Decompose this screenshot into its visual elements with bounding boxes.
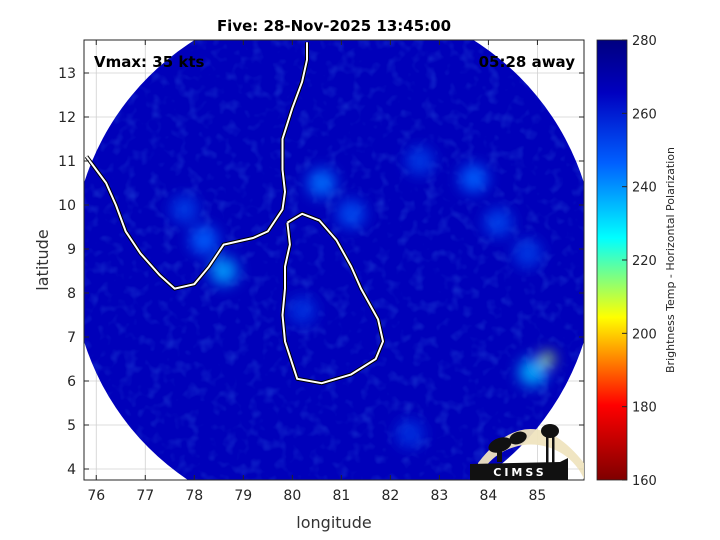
y-tick-label: 9 (67, 242, 76, 258)
coastline-layer (84, 42, 385, 386)
y-tick-label: 5 (67, 418, 76, 434)
x-tick-label: 78 (185, 488, 203, 504)
feature-cell (170, 195, 199, 224)
time-away-annotation: 05:28 away (479, 53, 576, 71)
y-axis-label: latitude (33, 229, 52, 290)
x-axis-label: longitude (296, 513, 371, 532)
colorbar-tick-label: 200 (632, 327, 657, 342)
x-tick-label: 81 (332, 488, 350, 504)
y-tick-label: 13 (58, 66, 76, 82)
feature-cell (518, 358, 547, 387)
feature-cell (288, 296, 317, 325)
feature-cell (337, 199, 366, 228)
satellite-dish-icon (488, 437, 512, 453)
colorbar-tick-label: 220 (632, 254, 657, 269)
y-tick-label: 11 (58, 154, 76, 170)
colorbar-tick-label: 260 (632, 107, 657, 122)
x-tick-label: 76 (87, 488, 105, 504)
logo-tower-leg-left (546, 437, 549, 464)
chart-title: Five: 28-Nov-2025 13:45:00 (217, 17, 451, 35)
coastline-sri-lanka (281, 212, 384, 385)
y-tick-label: 8 (67, 286, 76, 302)
feature-cell (484, 208, 513, 237)
logo-ground (470, 458, 568, 480)
feature-cell (459, 164, 488, 193)
x-tick-label: 84 (479, 488, 497, 504)
logo-tower-leg-right (552, 437, 555, 464)
y-axis-ticks: 4 5 6 7 8 9 10 11 12 13 (58, 66, 584, 478)
coastline-india (85, 42, 308, 290)
x-tick-label: 77 (136, 488, 154, 504)
colorbar-tick-label: 180 (632, 401, 657, 416)
y-tick-label: 12 (58, 110, 76, 126)
y-tick-label: 6 (67, 374, 76, 390)
x-tick-label: 83 (430, 488, 448, 504)
logo-text: CIMSS (493, 466, 546, 479)
colorbar-label: Brightness Temp - Horizontal Polarizatio… (664, 147, 677, 373)
cimss-logo: CIMSS (470, 424, 584, 480)
colorbar-tick-label: 160 (632, 474, 657, 489)
feature-cell (513, 239, 542, 268)
feature-cell (540, 352, 555, 366)
x-tick-label: 80 (283, 488, 301, 504)
x-tick-label: 85 (529, 488, 547, 504)
y-tick-label: 7 (67, 330, 76, 346)
feature-cell (307, 169, 336, 197)
small-dish-icon (509, 431, 527, 445)
feature-cell (395, 419, 424, 448)
logo-dish-post (497, 448, 502, 462)
swath-layer (84, 40, 584, 480)
y-tick-label: 4 (67, 462, 76, 478)
feature-cell (209, 257, 238, 285)
colorbar-tick-label: 280 (632, 34, 657, 49)
x-tick-label: 82 (381, 488, 399, 504)
colorbar-ticks: 160 180 200 220 240 260 280 (622, 34, 657, 489)
water-tower-icon (541, 424, 559, 438)
y-tick-label: 10 (58, 198, 76, 214)
x-tick-label: 79 (234, 488, 252, 504)
feature-cell (405, 147, 434, 175)
vmax-annotation: Vmax: 35 kts (94, 53, 204, 71)
x-axis-ticks: 76 77 78 79 80 81 82 83 84 85 (87, 40, 546, 504)
swath-texture (84, 40, 584, 480)
plot-frame (83, 39, 585, 481)
feature-cell (190, 226, 219, 255)
colorbar-tick-label: 240 (632, 181, 657, 196)
